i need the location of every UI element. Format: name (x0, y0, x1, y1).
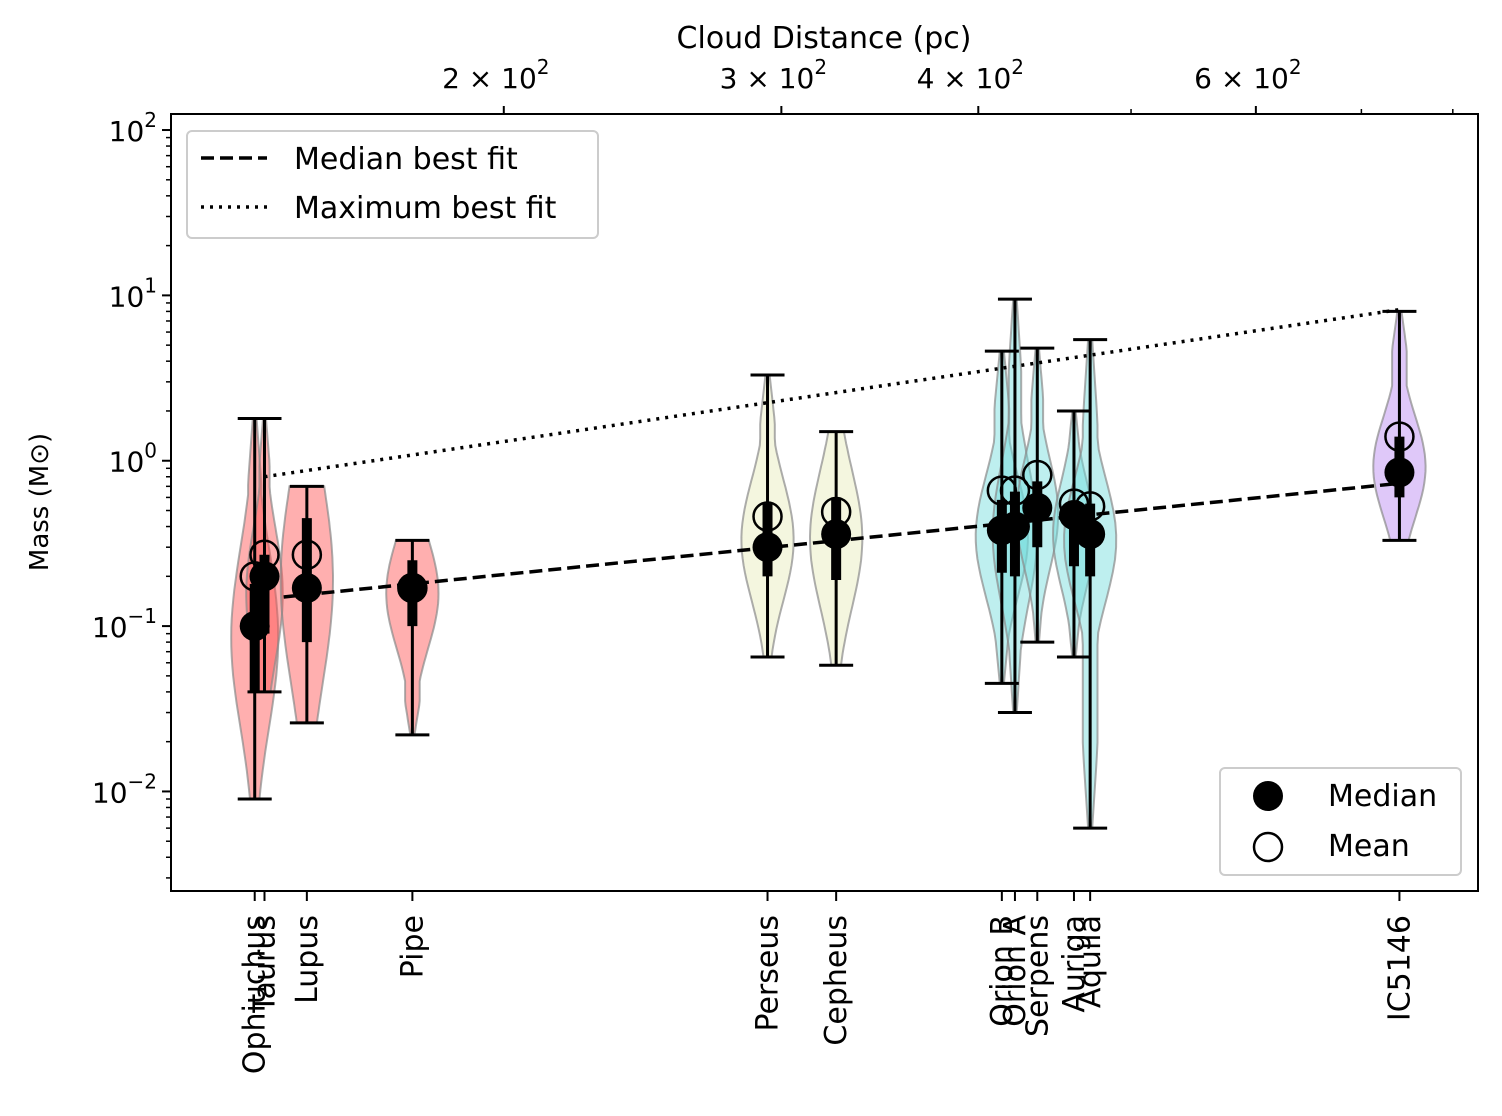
legend-mean-label: Mean (1328, 829, 1410, 864)
cloud-label-taurus: Taurus (248, 915, 283, 1014)
y-tick-label: 100 (109, 439, 157, 479)
y-tick-base: 10 (109, 115, 145, 148)
top-tick-label: 6 × 102 (1194, 55, 1301, 95)
median-marker-serpens (1022, 492, 1053, 523)
top-tick-label: 3 × 102 (720, 55, 827, 95)
cloud-label-ic5146: IC5146 (1382, 915, 1417, 1021)
y-tick-exponent: 0 (144, 439, 157, 463)
mean-marker-orion-a (999, 475, 1031, 506)
legend-max-fit-label: Maximum best fit (294, 191, 557, 226)
y-tick-exponent: 2 (144, 108, 157, 132)
maximum-fit-line (264, 307, 1400, 479)
median-marker-pipe (397, 572, 428, 603)
top-tick-exponent: 2 (814, 55, 827, 79)
legend-markers: Median Mean (1219, 767, 1462, 876)
cloud-label-aquila: Aquila (1073, 915, 1108, 1008)
cloud-label-pipe: Pipe (395, 915, 430, 978)
top-tick-exponent: 2 (537, 55, 550, 79)
cloud-label-ophiuchus: Ophiuchus (238, 915, 273, 1074)
median-marker-taurus (249, 561, 280, 592)
median-marker-orion-a (999, 511, 1030, 542)
median-marker-perseus (752, 532, 783, 563)
median-marker-cepheus (821, 519, 852, 550)
mean-marker-ic5146 (1384, 421, 1415, 452)
cloud-label-perseus: Perseus (751, 915, 786, 1032)
y-tick-label: 10−1 (92, 604, 157, 644)
cloud-label-orion-a: Orion A (998, 915, 1033, 1027)
y-tick-label: 102 (109, 108, 157, 148)
cloud-label-cepheus: Cepheus (819, 915, 854, 1046)
top-tick-text: 3 × 10 (720, 62, 815, 95)
top-tick-label: 4 × 102 (917, 55, 1024, 95)
cloud-label-serpens: Serpens (1020, 915, 1055, 1037)
mean-marker-serpens (1022, 459, 1053, 491)
y-axis-label: Mass (M⊙) (25, 433, 55, 571)
whiskers-layer (237, 297, 1417, 830)
cloud-label-lupus: Lupus (290, 915, 325, 1004)
legend-median-fit-label: Median best fit (294, 142, 518, 177)
y-tick-exponent: 1 (144, 273, 157, 297)
median-marker-ic5146 (1384, 457, 1415, 488)
top-tick-exponent: 2 (1289, 55, 1302, 79)
top-tick-exponent: 2 (1011, 55, 1024, 79)
top-x-axis: 2 × 102 3 × 102 4 × 102 6 × 102 (442, 55, 1454, 114)
y-tick-label: 10−2 (92, 769, 157, 809)
cloud-label-auriga: Auriga (1057, 915, 1092, 1013)
legend-fits-box (186, 130, 599, 239)
top-tick-text: 2 × 10 (442, 62, 537, 95)
legend-median-label: Median (1328, 779, 1437, 814)
legend-fits: Median best fit Maximum best fit (186, 130, 599, 239)
median-marker-aquila (1075, 519, 1106, 550)
top-tick-text: 4 × 10 (917, 62, 1012, 95)
plot-frame (170, 113, 1479, 892)
mean-marker-orion-b (986, 475, 1018, 506)
mean-marker-perseus (752, 501, 783, 532)
y-tick-exponent: −1 (128, 604, 157, 628)
mean-marker-lupus (291, 539, 323, 571)
median-marker-ophiuchus (239, 611, 270, 642)
y-tick-base: 10 (109, 446, 145, 479)
median-marker-lupus (291, 572, 322, 603)
markers-layer (239, 421, 1415, 642)
legend-mean-marker (1252, 831, 1284, 863)
y-tick-base: 10 (92, 776, 128, 809)
top-tick-label: 2 × 102 (442, 55, 549, 95)
y-tick-base: 10 (109, 280, 145, 313)
legend-median-marker (1253, 781, 1283, 811)
top-tick-text: 6 × 10 (1194, 62, 1289, 95)
y-tick-base: 10 (92, 611, 128, 644)
top-x-axis-label: Cloud Distance (pc) (677, 21, 972, 56)
y-tick-label: 101 (109, 273, 157, 313)
cloud-label-orion-b: Orion B (985, 915, 1020, 1027)
y-tick-exponent: −2 (128, 769, 157, 793)
